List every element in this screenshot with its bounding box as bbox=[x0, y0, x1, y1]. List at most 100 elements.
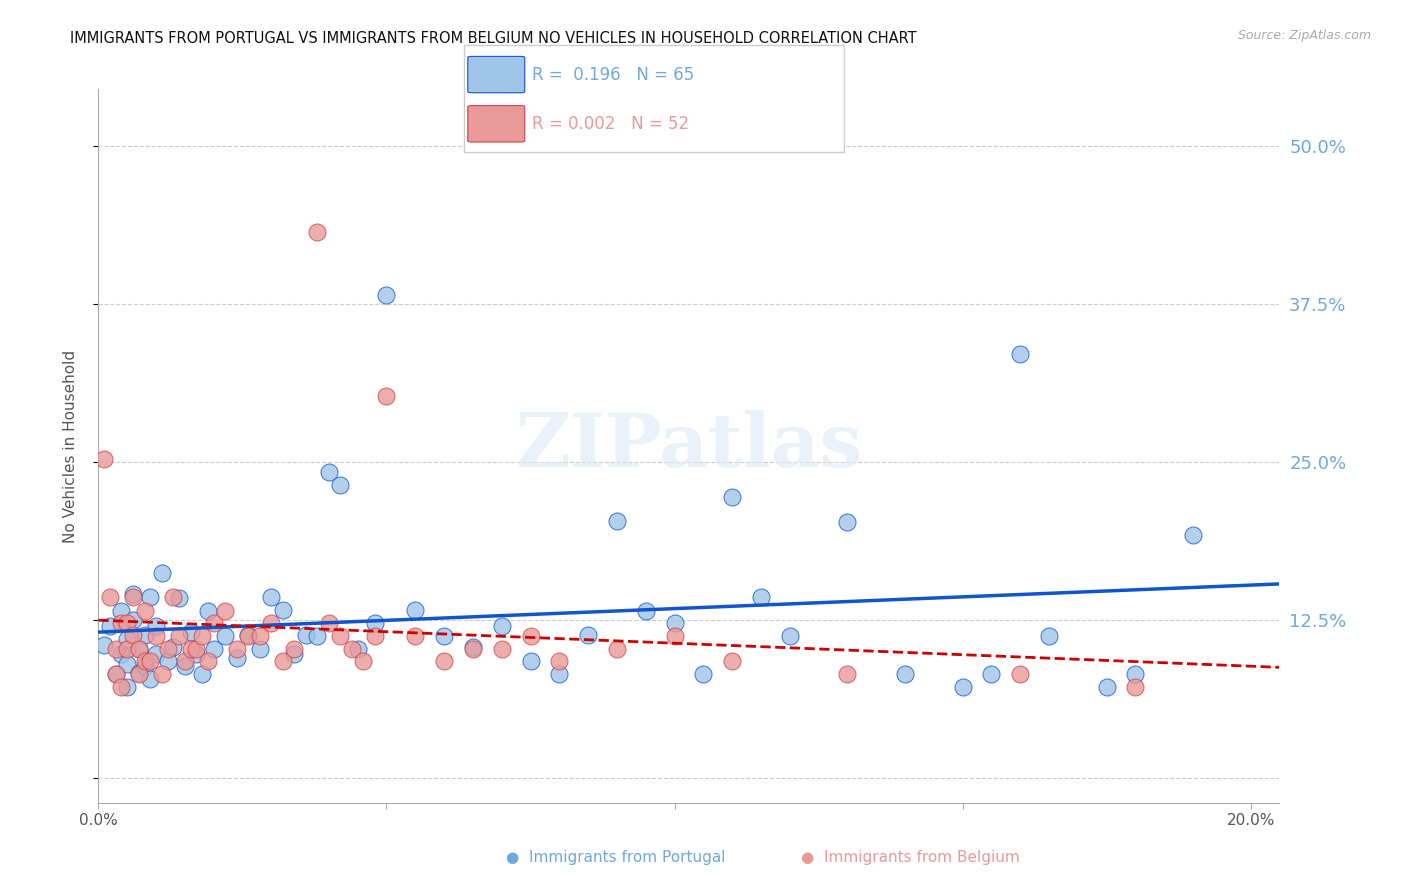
FancyBboxPatch shape bbox=[468, 105, 524, 142]
Text: R =  0.196   N = 65: R = 0.196 N = 65 bbox=[533, 66, 695, 84]
Point bbox=[93, 452, 115, 467]
Y-axis label: No Vehicles in Household: No Vehicles in Household bbox=[63, 350, 77, 542]
Point bbox=[191, 667, 214, 681]
Point bbox=[134, 659, 156, 673]
Point bbox=[128, 665, 150, 680]
Point bbox=[1095, 680, 1118, 694]
Point bbox=[1010, 347, 1032, 361]
Point bbox=[1010, 667, 1032, 681]
Text: ZIPatlas: ZIPatlas bbox=[516, 409, 862, 483]
Point bbox=[115, 632, 138, 646]
Point bbox=[249, 629, 271, 643]
Point bbox=[173, 659, 195, 673]
Point bbox=[167, 629, 190, 643]
Point bbox=[122, 590, 145, 604]
Point bbox=[295, 628, 318, 642]
Point bbox=[150, 667, 173, 681]
Point bbox=[115, 657, 138, 671]
Point bbox=[156, 654, 179, 668]
Point bbox=[375, 389, 398, 403]
Point bbox=[93, 638, 115, 652]
Point bbox=[346, 641, 368, 656]
Point bbox=[318, 465, 340, 479]
Point bbox=[110, 680, 132, 694]
Point bbox=[225, 641, 247, 656]
Point bbox=[156, 641, 179, 656]
Point bbox=[721, 490, 744, 504]
Point bbox=[548, 667, 571, 681]
Point bbox=[197, 604, 219, 618]
Point bbox=[1182, 528, 1205, 542]
Point bbox=[260, 616, 283, 631]
Point bbox=[139, 672, 162, 686]
Point bbox=[128, 641, 150, 656]
Point bbox=[404, 629, 426, 643]
Point bbox=[128, 667, 150, 681]
Point bbox=[104, 641, 127, 656]
Point bbox=[548, 654, 571, 668]
Point bbox=[664, 616, 686, 631]
Text: Source: ZipAtlas.com: Source: ZipAtlas.com bbox=[1237, 29, 1371, 42]
Point bbox=[162, 590, 184, 604]
Point bbox=[491, 641, 513, 656]
Point bbox=[202, 616, 225, 631]
Point bbox=[115, 641, 138, 656]
Point bbox=[352, 654, 374, 668]
Point bbox=[519, 654, 541, 668]
Point bbox=[186, 647, 208, 661]
Point bbox=[191, 629, 214, 643]
Point bbox=[433, 654, 456, 668]
Point bbox=[364, 629, 387, 643]
Point bbox=[128, 641, 150, 656]
Point bbox=[283, 647, 305, 661]
Point bbox=[1125, 680, 1147, 694]
Point bbox=[606, 514, 628, 528]
Point bbox=[98, 590, 121, 604]
Point bbox=[134, 628, 156, 642]
Point bbox=[340, 641, 363, 656]
Point bbox=[110, 647, 132, 661]
Point bbox=[375, 288, 398, 302]
Point bbox=[214, 629, 236, 643]
FancyBboxPatch shape bbox=[468, 56, 524, 93]
Point bbox=[104, 667, 127, 681]
Point bbox=[162, 640, 184, 655]
Point bbox=[271, 602, 294, 616]
Point bbox=[461, 641, 484, 656]
Point bbox=[329, 477, 352, 491]
Point bbox=[433, 629, 456, 643]
Point bbox=[150, 566, 173, 580]
Point bbox=[225, 650, 247, 665]
Point bbox=[104, 667, 127, 681]
Point bbox=[238, 629, 260, 643]
Point bbox=[260, 590, 283, 604]
Point bbox=[692, 667, 714, 681]
Point bbox=[721, 654, 744, 668]
Point bbox=[980, 667, 1002, 681]
Point bbox=[664, 629, 686, 643]
Point bbox=[115, 680, 138, 694]
Point bbox=[519, 629, 541, 643]
Point bbox=[837, 516, 859, 530]
Point bbox=[837, 667, 859, 681]
Point bbox=[461, 640, 484, 655]
Point bbox=[318, 616, 340, 631]
Point bbox=[145, 629, 167, 643]
Point bbox=[139, 654, 162, 668]
Point bbox=[1125, 667, 1147, 681]
Point bbox=[1038, 629, 1060, 643]
Point bbox=[307, 225, 329, 239]
Point bbox=[167, 591, 190, 606]
Point bbox=[491, 619, 513, 633]
Text: IMMIGRANTS FROM PORTUGAL VS IMMIGRANTS FROM BELGIUM NO VEHICLES IN HOUSEHOLD COR: IMMIGRANTS FROM PORTUGAL VS IMMIGRANTS F… bbox=[70, 31, 917, 46]
Point bbox=[749, 590, 772, 604]
Text: R = 0.002   N = 52: R = 0.002 N = 52 bbox=[533, 115, 689, 133]
Point bbox=[139, 590, 162, 604]
Point bbox=[404, 602, 426, 616]
Point bbox=[364, 616, 387, 631]
Point bbox=[180, 625, 202, 640]
Point bbox=[307, 629, 329, 643]
Point bbox=[173, 654, 195, 668]
Point bbox=[110, 604, 132, 618]
Point bbox=[271, 654, 294, 668]
